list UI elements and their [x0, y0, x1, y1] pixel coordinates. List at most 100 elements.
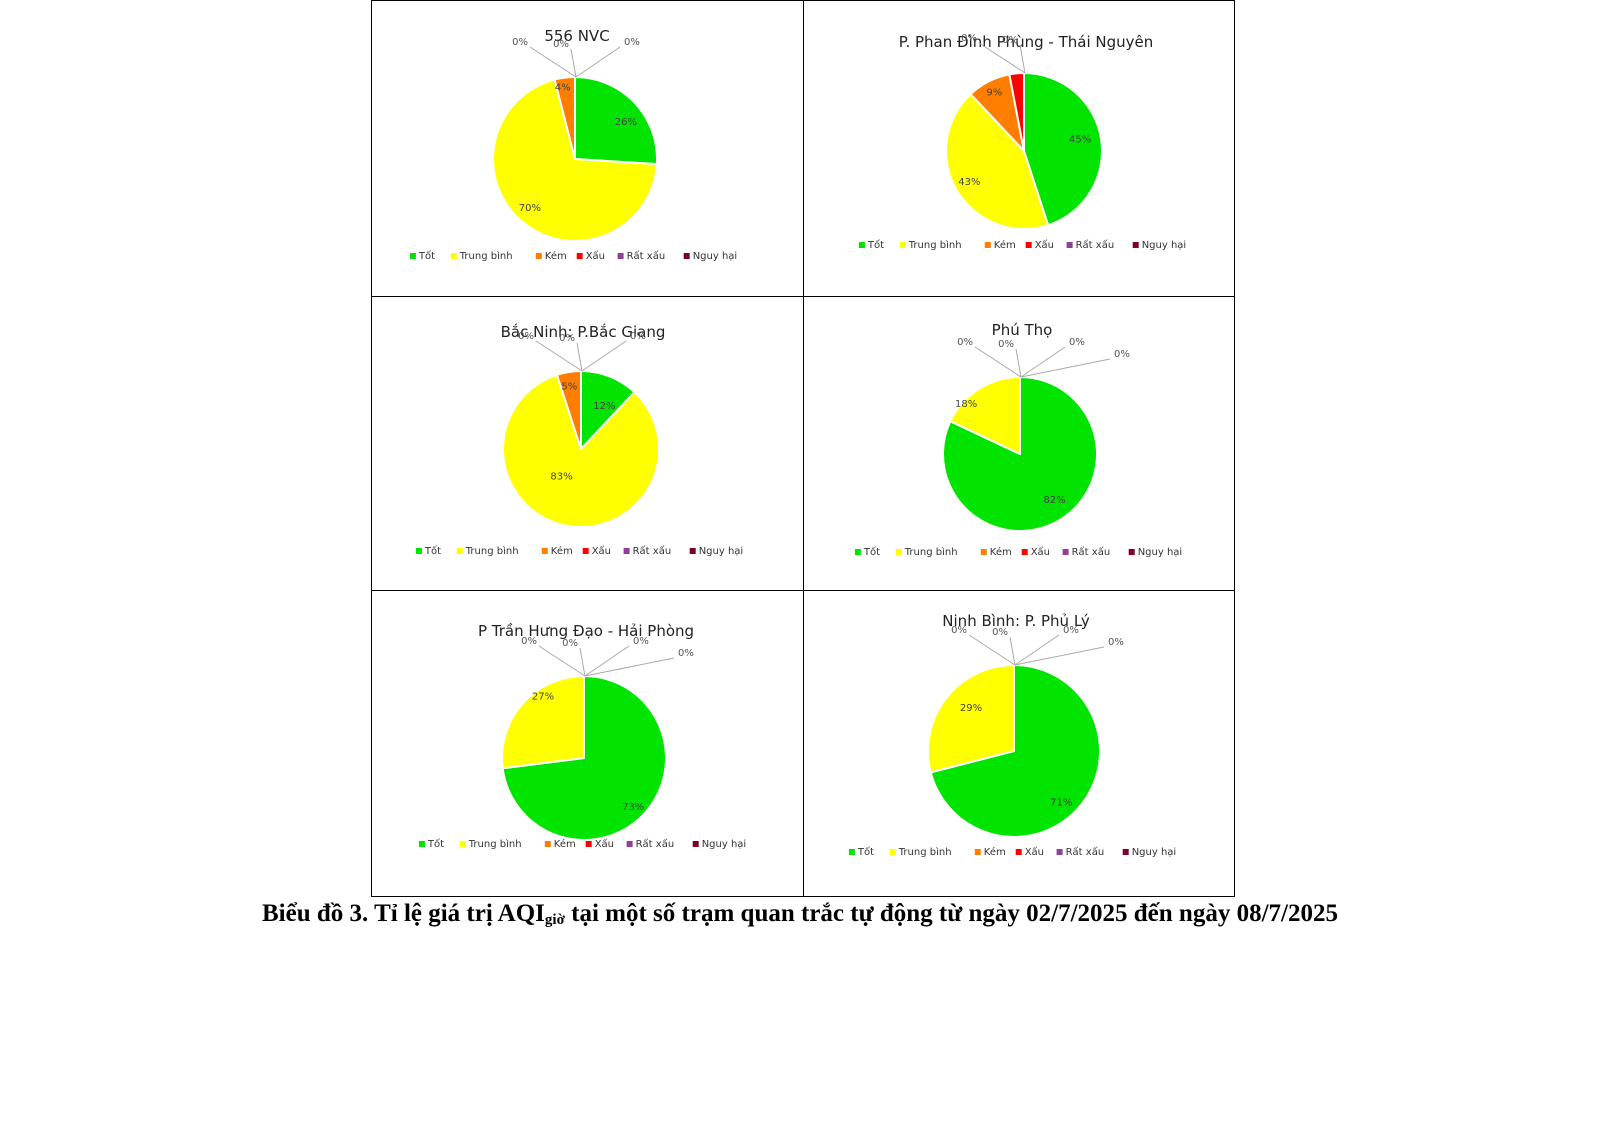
leader-line-nguy-hai [584, 657, 675, 677]
data-label-nguy-hai: 0% [1002, 35, 1018, 46]
pie-chart-panel: Ninh Bình: P. Phủ Lý 71% 29% 0% 0% 0% 0% Tốt Tru… [803, 590, 1235, 897]
data-label-tot: 26% [615, 117, 637, 128]
legend-swatch-xau [585, 841, 592, 847]
legend-label-xau: Xấu [1035, 239, 1054, 251]
leader-line-nguy-hai [575, 46, 621, 78]
data-label-rat-xau: 0% [559, 333, 575, 344]
data-label-tot: 73% [622, 802, 644, 813]
legend-label-rat-xau: Rất xấu [1076, 239, 1115, 251]
chart-title: 556 NVC [544, 27, 609, 45]
legend-label-trung-binh: Trung bình [459, 250, 513, 262]
legend-swatch-xau [582, 548, 589, 554]
data-label-rat-xau: 0% [1069, 337, 1085, 348]
caption-subscript: giờ [544, 912, 565, 928]
legend-label-xau: Xấu [592, 545, 611, 557]
legend-label-xau: Xấu [1025, 846, 1044, 858]
legend-swatch-tot [418, 841, 425, 847]
legend-label-trung-binh: Trung bình [898, 846, 952, 858]
legend-swatch-trung-binh [459, 841, 466, 847]
data-label-xau: 0% [998, 339, 1014, 350]
pie-slice-tot [574, 76, 658, 166]
pie-chart: Phú Thọ 82% 18% 0% 0% 0% 0% Tốt Trung bình Kém Xấu… [854, 321, 1182, 558]
chart-grid: 556 NVC 26% 70% 4% 0% 0% 0% Tốt Trung bình Kém Xấu… [371, 0, 1236, 897]
legend-swatch-tot [848, 849, 855, 855]
legend-label-tot: Tốt [418, 250, 435, 262]
legend-swatch-rat-xau [1062, 549, 1069, 555]
legend-swatch-nguy-hai [1128, 549, 1135, 555]
legend-label-xau: Xấu [595, 838, 614, 850]
data-label-kem: 4% [555, 83, 571, 94]
legend-label-kem: Kém [545, 250, 567, 262]
legend-swatch-kem [535, 253, 542, 259]
legend-swatch-kem [541, 548, 548, 554]
legend-swatch-trung-binh [889, 849, 896, 855]
pie-slice-trung-binh [945, 93, 1050, 230]
leader-line-rat-xau [1020, 346, 1066, 378]
leader-line-nguy-hai [581, 340, 627, 372]
data-label-kem: 0% [957, 337, 973, 348]
legend-swatch-trung-binh [450, 253, 457, 259]
leader-line-xau [535, 340, 583, 372]
legend-label-rat-xau: Rất xấu [1066, 846, 1105, 858]
legend-label-rat-xau: Rất xấu [636, 838, 675, 850]
legend-label-tot: Tốt [867, 239, 884, 251]
legend-label-kem: Kém [990, 546, 1012, 558]
legend-swatch-xau [1025, 242, 1032, 248]
legend-swatch-xau [1021, 549, 1028, 555]
legend-label-nguy-hai: Nguy hại [693, 251, 738, 262]
data-label-tot: 12% [593, 401, 615, 412]
pie-chart: P Trần Hưng Đạo - Hải Phòng 73% 27% 0% 0% 0% 0… [418, 622, 746, 850]
leader-line-kem [538, 645, 586, 677]
leader-line-kem [968, 634, 1016, 666]
data-label-nguy-hai: 0% [678, 648, 694, 659]
legend-label-nguy-hai: Nguy hại [1142, 240, 1187, 251]
legend-swatch-kem [984, 242, 991, 248]
data-label-trung-binh: 18% [955, 399, 977, 410]
legend-swatch-rat-xau [1056, 849, 1063, 855]
legend-label-trung-binh: Trung bình [465, 545, 519, 557]
data-label-tot: 45% [1069, 134, 1091, 145]
legend-label-kem: Kém [554, 838, 576, 850]
legend-swatch-kem [980, 549, 987, 555]
legend-label-kem: Kém [994, 239, 1016, 251]
data-label-trung-binh: 43% [958, 177, 980, 188]
legend-label-trung-binh: Trung bình [908, 239, 962, 251]
leader-line-rat-xau [1014, 634, 1060, 666]
legend-label-rat-xau: Rất xấu [633, 545, 672, 557]
chart-title: P. Phan Đình Phùng - Thái Nguyên [899, 33, 1154, 51]
leader-line-xau [1009, 636, 1016, 666]
figure-caption: Biểu đồ 3. Tỉ lệ giá trị AQIgiờ tại một … [0, 896, 1600, 938]
legend-swatch-trung-binh [895, 549, 902, 555]
legend-label-kem: Kém [551, 545, 573, 557]
pie-chart: 556 NVC 26% 70% 4% 0% 0% 0% Tốt Trung bình Kém Xấu… [409, 27, 738, 262]
leader-line-nguy-hai [1014, 646, 1105, 666]
legend-swatch-nguy-hai [689, 548, 696, 554]
pie-slice-tot [1023, 72, 1103, 227]
pie-chart-panel: Phú Thọ 82% 18% 0% 0% 0% 0% Tốt Trung bình Kém Xấu… [803, 296, 1235, 591]
pie-slice-xau [1008, 71, 1025, 152]
pie-slice-trung-binh [502, 373, 660, 528]
data-label-kem: 9% [986, 88, 1002, 99]
legend-label-rat-xau: Rất xấu [1072, 546, 1111, 558]
pie-slice-trung-binh [492, 78, 658, 242]
legend-label-xau: Xấu [586, 250, 605, 262]
data-label-rat-xau: 0% [633, 636, 649, 647]
leader-line-xau [1015, 348, 1022, 378]
legend-swatch-xau [576, 253, 583, 259]
legend-label-tot: Tốt [863, 546, 880, 558]
pie-chart: Ninh Bình: P. Phủ Lý 71% 29% 0% 0% 0% 0% Tốt Tru… [848, 612, 1176, 858]
pie-slice-trung-binh [501, 675, 585, 770]
leader-line-nguy-hai [1020, 358, 1111, 378]
legend-swatch-nguy-hai [1122, 849, 1129, 855]
chart-title: Phú Thọ [992, 321, 1053, 339]
legend-label-tot: Tốt [424, 545, 441, 557]
data-label-kem: 0% [951, 625, 967, 636]
data-label-rat-xau: 0% [961, 33, 977, 44]
pie-chart: Bắc Ninh: P.Bắc Giang 12% 83% 5% 0% 0% 0% Tốt Tr… [415, 323, 743, 557]
data-label-tot: 71% [1050, 798, 1072, 809]
pie-slice-trung-binh [927, 664, 1015, 774]
caption-main: Biểu đồ 3. Tỉ lệ giá trị AQI [262, 900, 545, 927]
legend-swatch-rat-xau [623, 548, 630, 554]
legend-label-tot: Tốt [427, 838, 444, 850]
pie-chart: P. Phan Đình Phùng - Thái Nguyên 45% 43% 9%… [858, 33, 1187, 251]
